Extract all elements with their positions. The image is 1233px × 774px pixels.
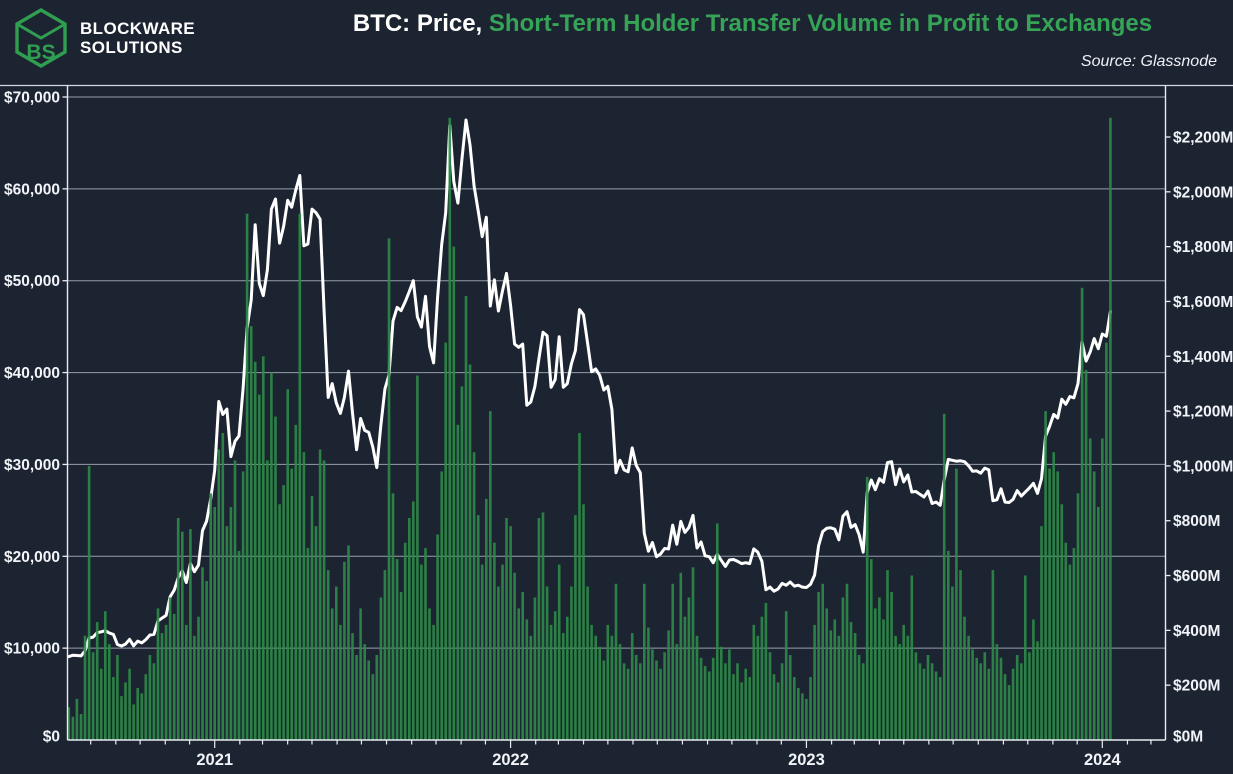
logo: BS BLOCKWARE SOLUTIONS: [12, 7, 195, 69]
page-title: BTC: Price, Short-Term Holder Transfer V…: [278, 10, 1227, 38]
source-credit: Source: Glassnode: [1080, 53, 1217, 70]
svg-text:$10,000: $10,000: [4, 641, 60, 658]
blockware-cube-icon: BS: [15, 8, 67, 68]
logo-line1: BLOCKWARE: [80, 19, 196, 38]
svg-text:$30,000: $30,000: [4, 457, 60, 474]
logo-text: BLOCKWARE SOLUTIONS: [80, 19, 195, 57]
title-green-part: Short-Term Holder Transfer Volume in Pro…: [488, 10, 1153, 37]
svg-text:$1,600M: $1,600M: [1173, 294, 1233, 311]
svg-text:$20,000: $20,000: [4, 549, 60, 566]
svg-text:$400M: $400M: [1173, 623, 1220, 640]
svg-text:$70,000: $70,000: [4, 90, 60, 107]
svg-text:$0M: $0M: [1173, 729, 1203, 746]
svg-text:2022: 2022: [492, 751, 529, 769]
svg-text:$800M: $800M: [1173, 513, 1220, 530]
svg-text:$2,200M: $2,200M: [1173, 130, 1233, 147]
left-axis-labels: $0 $10,000 $20,000 $30,000 $40,000 $50,000 $60…: [4, 90, 68, 746]
right-axis-labels: $0M $200M $400M $600M $800M $1,000M $1,200M $1,…: [1165, 130, 1233, 746]
title-white-part: BTC: Price,: [352, 10, 483, 37]
logo-mark-text: BS: [26, 41, 55, 64]
svg-text:$60,000: $60,000: [4, 181, 60, 198]
volume-bars: [67, 117, 1112, 741]
svg-text:$1,800M: $1,800M: [1173, 239, 1233, 256]
svg-text:$0: $0: [43, 729, 60, 746]
svg-text:$1,200M: $1,200M: [1173, 404, 1233, 421]
svg-text:$1,400M: $1,400M: [1173, 349, 1233, 366]
logo-line2: SOLUTIONS: [80, 38, 183, 57]
year-labels: 2021 2022 2023 2024: [196, 751, 1121, 769]
svg-text:2021: 2021: [196, 751, 233, 769]
svg-text:$50,000: $50,000: [4, 273, 60, 290]
svg-text:$600M: $600M: [1173, 568, 1220, 585]
svg-text:$1,000M: $1,000M: [1173, 458, 1233, 475]
svg-text:$200M: $200M: [1173, 678, 1220, 695]
svg-text:$2,000M: $2,000M: [1173, 184, 1233, 201]
header: BS BLOCKWARE SOLUTIONS BTC: Price, Short…: [0, 0, 1233, 86]
x-axis-ticks: [90, 740, 1152, 748]
svg-text:$40,000: $40,000: [4, 365, 60, 382]
price-line: [67, 118, 1112, 659]
svg-text:2024: 2024: [1084, 751, 1122, 769]
svg-text:2023: 2023: [788, 751, 825, 769]
